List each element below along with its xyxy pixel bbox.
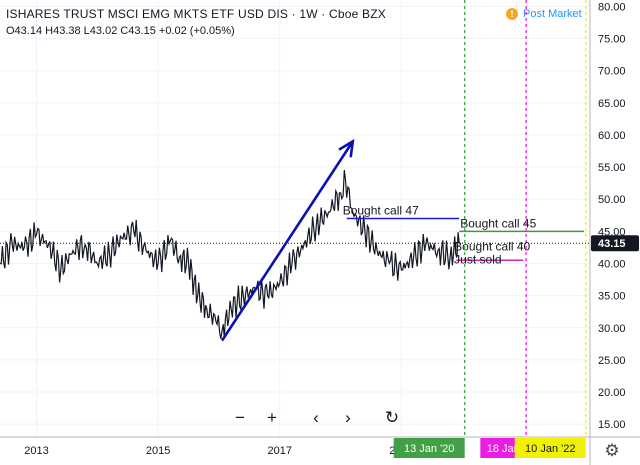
last-price-label: 43.15 — [598, 238, 626, 250]
y-tick-label: 15.00 — [598, 419, 626, 431]
y-tick-label: 20.00 — [598, 387, 626, 399]
x-tick-label: 2015 — [146, 445, 170, 457]
just-sold-label: Just sold — [454, 252, 501, 266]
warning-icon: ! — [506, 8, 518, 20]
y-tick-label: 65.00 — [598, 98, 626, 110]
y-tick-label: 35.00 — [598, 291, 626, 303]
zoom-in-button[interactable]: + — [267, 408, 277, 427]
y-tick-label: 50.00 — [598, 194, 626, 206]
trend-arrow-line — [220, 140, 354, 342]
last-price-badge — [591, 235, 639, 252]
y-tick-label: 80.00 — [598, 1, 626, 13]
y-tick-label: 30.00 — [598, 323, 626, 335]
post-market-label: Post Market — [523, 8, 582, 20]
x-tick-label: 2017 — [268, 445, 292, 457]
call-45-label: Bought call 45 — [460, 216, 536, 230]
date-marker-badge — [514, 438, 586, 458]
ohlc-readout: O43.14 H43.38 L43.02 C43.15 +0.02 (+0.05… — [6, 25, 235, 37]
date-marker-label: 18 Jan — [487, 443, 520, 455]
chart-title: ISHARES TRUST MSCI EMG MKTS ETF USD DIS … — [6, 7, 386, 21]
date-marker-badge — [393, 438, 465, 458]
date-marker-label: 13 Jan '20 — [404, 443, 454, 455]
y-tick-label: 75.00 — [598, 34, 626, 46]
call-40-label: Bought call 40 — [454, 239, 530, 253]
trend-arrow-head — [338, 138, 355, 158]
zoom-out-button[interactable]: − — [235, 408, 245, 427]
post-market-indicator[interactable]: ! Post Market — [506, 8, 582, 20]
y-tick-label: 55.00 — [598, 162, 626, 174]
y-tick-label: 70.00 — [598, 66, 626, 78]
y-tick-label: 25.00 — [598, 355, 626, 367]
call-47-label: Bought call 47 — [343, 204, 419, 218]
x-tick-label: 2013 — [24, 445, 48, 457]
settings-gear-icon[interactable]: ⚙ — [604, 441, 620, 460]
chart-navigation-toolbar: − + ‹ › ↻ — [226, 404, 406, 432]
y-tick-label: 40.00 — [598, 258, 626, 270]
scroll-left-button[interactable]: ‹ — [313, 408, 319, 427]
reset-chart-button[interactable]: ↻ — [384, 408, 400, 427]
scroll-right-button[interactable]: › — [345, 408, 351, 427]
date-marker-label: 10 Jan '22 — [525, 443, 575, 455]
price-series-line — [0, 169, 460, 339]
y-tick-label: 60.00 — [598, 130, 626, 142]
date-marker-badge — [480, 438, 527, 458]
